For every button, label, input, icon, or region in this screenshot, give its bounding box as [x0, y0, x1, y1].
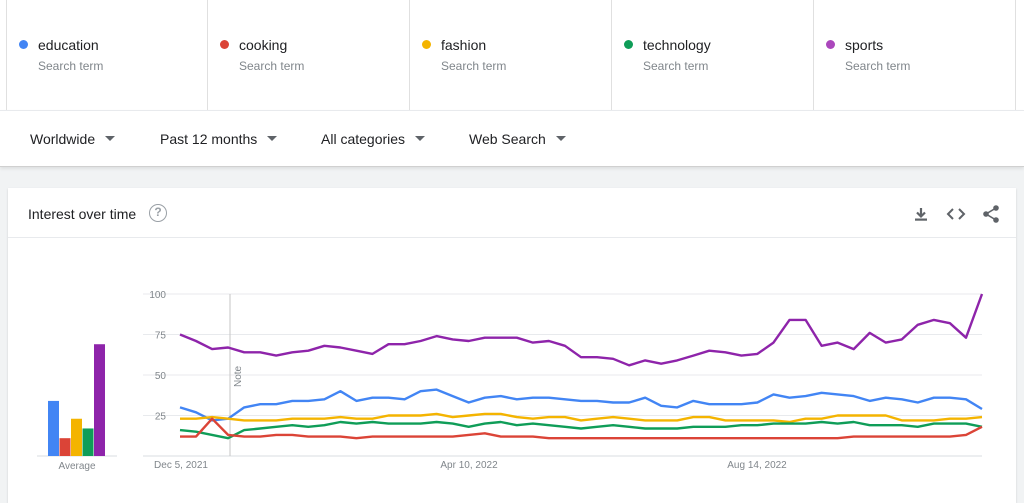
term-cooking[interactable]: cooking Search term: [208, 0, 410, 110]
average-label: Average: [58, 461, 96, 472]
caret-down-icon: [415, 135, 426, 141]
term-technology[interactable]: technology Search term: [612, 0, 814, 110]
filters-bar: Worldwide Past 12 months All categories …: [0, 110, 1024, 167]
y-tick-label: 100: [149, 290, 166, 301]
average-bar-fashion: [71, 418, 82, 456]
term-name: education: [38, 37, 99, 53]
search-type-filter-label: Web Search: [469, 131, 546, 147]
card-title: Interest over time: [28, 206, 137, 222]
term-subtitle: Search term: [845, 59, 911, 73]
y-tick-label: 25: [155, 412, 167, 423]
term-sports[interactable]: sports Search term: [814, 0, 1016, 110]
average-bar-sports: [94, 344, 105, 456]
time-filter-label: Past 12 months: [160, 131, 258, 147]
term-subtitle: Search term: [38, 59, 104, 73]
y-tick-label: 50: [155, 371, 167, 382]
term-subtitle: Search term: [643, 59, 709, 73]
term-name: sports: [845, 37, 884, 53]
term-subtitle: Search term: [441, 59, 507, 73]
term-color-dot: [220, 40, 229, 49]
category-filter[interactable]: All categories: [321, 131, 426, 147]
x-tick-label: Apr 10, 2022: [440, 460, 498, 471]
term-education[interactable]: education Search term: [6, 0, 208, 110]
series-line-technology: [179, 420, 983, 440]
help-icon[interactable]: ?: [149, 204, 167, 222]
series-line-cooking: [180, 417, 983, 440]
average-bar-technology: [82, 428, 94, 456]
average-bar-education: [48, 400, 59, 456]
term-fashion[interactable]: fashion Search term: [410, 0, 612, 110]
term-name: technology: [643, 37, 711, 53]
term-color-dot: [19, 40, 28, 49]
term-name: fashion: [441, 37, 487, 53]
category-filter-label: All categories: [321, 131, 406, 147]
region-filter[interactable]: Worldwide: [30, 131, 116, 147]
average-bar-cooking: [59, 438, 71, 456]
caret-down-icon: [105, 135, 116, 141]
term-color-dot: [422, 40, 431, 49]
series-line-sports: [179, 293, 984, 367]
download-icon[interactable]: [911, 204, 931, 224]
series-line-education: [179, 388, 983, 422]
interest-over-time-card: Interest over time ?: [8, 188, 1016, 503]
caret-down-icon: [267, 135, 278, 141]
search-terms-bar: education Search term cooking Search term fa…: [0, 0, 1024, 110]
term-name: cooking: [239, 37, 288, 53]
region-filter-label: Worldwide: [30, 131, 96, 147]
time-filter[interactable]: Past 12 months: [160, 131, 278, 147]
y-tick-label: 75: [155, 331, 167, 342]
caret-down-icon: [555, 135, 566, 141]
search-type-filter[interactable]: Web Search: [469, 131, 566, 147]
series-line-fashion: [180, 412, 983, 424]
term-color-dot: [624, 40, 633, 49]
embed-icon[interactable]: [946, 204, 966, 224]
x-tick-label: Dec 5, 2021: [154, 460, 208, 471]
card-header: Interest over time ?: [8, 188, 1016, 238]
term-color-dot: [826, 40, 835, 49]
note-label: Note: [233, 365, 244, 387]
term-subtitle: Search term: [239, 59, 305, 73]
x-tick-label: Aug 14, 2022: [727, 460, 787, 471]
share-icon[interactable]: [981, 204, 1001, 224]
